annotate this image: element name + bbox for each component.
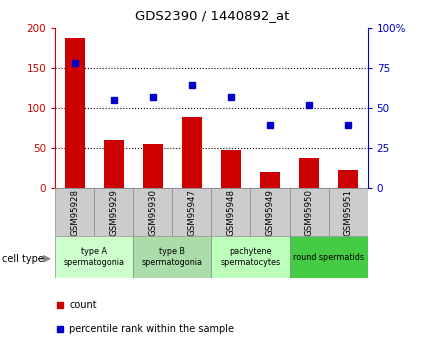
Text: pachytene
spermatocytes: pachytene spermatocytes xyxy=(221,247,280,267)
Text: GSM95950: GSM95950 xyxy=(305,189,314,236)
Bar xyxy=(211,188,250,236)
Bar xyxy=(329,188,368,236)
Bar xyxy=(65,38,85,188)
Bar xyxy=(299,158,319,188)
Text: round spermatids: round spermatids xyxy=(293,253,364,262)
Bar xyxy=(143,144,163,188)
Text: GSM95951: GSM95951 xyxy=(343,189,353,236)
Bar xyxy=(260,172,280,188)
Text: type A
spermatogonia: type A spermatogonia xyxy=(64,247,125,267)
Text: GDS2390 / 1440892_at: GDS2390 / 1440892_at xyxy=(135,9,290,22)
Bar xyxy=(289,236,368,278)
Text: GSM95947: GSM95947 xyxy=(187,189,196,236)
Text: percentile rank within the sample: percentile rank within the sample xyxy=(69,325,235,334)
Text: GSM95929: GSM95929 xyxy=(109,189,118,236)
Bar xyxy=(94,188,133,236)
Bar xyxy=(211,236,289,278)
Text: count: count xyxy=(69,300,97,310)
Bar xyxy=(250,188,289,236)
Text: cell type: cell type xyxy=(2,254,44,264)
Bar xyxy=(338,170,358,188)
Bar xyxy=(133,188,173,236)
Text: type B
spermatogonia: type B spermatogonia xyxy=(142,247,203,267)
Text: GSM95948: GSM95948 xyxy=(227,189,235,236)
Text: GSM95949: GSM95949 xyxy=(266,189,275,236)
Bar xyxy=(182,117,202,188)
Text: GSM95930: GSM95930 xyxy=(148,189,157,236)
Bar xyxy=(173,188,211,236)
Bar xyxy=(221,149,241,188)
Bar xyxy=(289,188,329,236)
Text: GSM95928: GSM95928 xyxy=(70,189,79,236)
Bar xyxy=(104,140,124,188)
Bar xyxy=(55,236,133,278)
Bar xyxy=(55,188,94,236)
Bar xyxy=(133,236,211,278)
